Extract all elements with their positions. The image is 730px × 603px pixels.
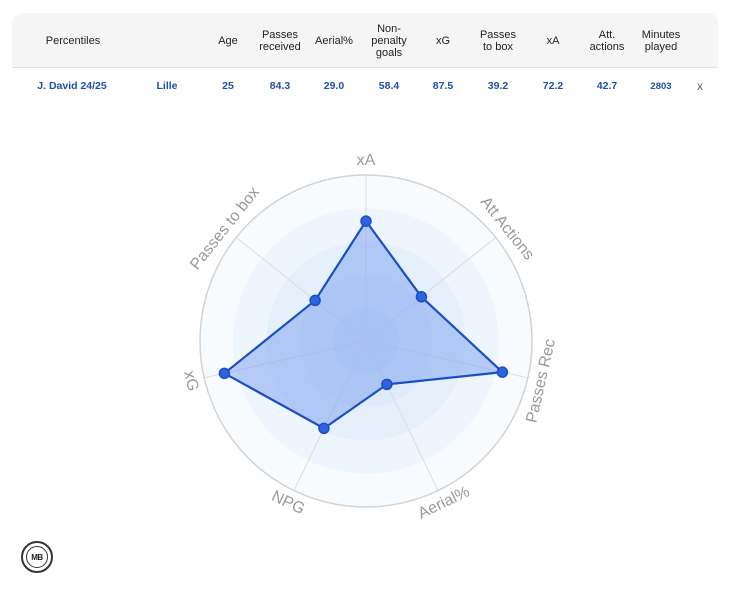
radar-point-passes-rec: [496, 366, 509, 378]
header-minutes: Minutes played: [641, 28, 681, 53]
mb-logo-text: MB: [26, 546, 48, 568]
radar-spoke: [235, 237, 367, 342]
cell-minutes: 2803: [650, 80, 672, 92]
radar-spokes: [204, 175, 528, 491]
header-xg: xG: [435, 34, 451, 47]
cell-aerial: 29.0: [323, 80, 345, 92]
cell-passes-to-box: 39.2: [487, 80, 509, 92]
radar-spoke: [365, 340, 439, 491]
header-age: Age: [218, 34, 238, 47]
header-xa: xA: [546, 34, 560, 47]
cell-xg: 87.5: [432, 80, 454, 92]
header-aerial: Aerial%: [315, 34, 353, 47]
cell-att-actions: 42.7: [596, 80, 618, 92]
radar-spoke: [204, 340, 367, 379]
table-row: J. David 24/25 Lille 25 84.3 29.0 58.4 8…: [12, 68, 718, 104]
radar-point-aerial-: [381, 378, 393, 391]
table-header: Percentiles Age Passes received Aerial% …: [12, 13, 718, 68]
header-percentiles: Percentiles: [45, 34, 101, 47]
cell-player: J. David 24/25: [37, 80, 107, 92]
cell-xa: 72.2: [542, 80, 564, 92]
radar-point-passes-to-box: [309, 294, 321, 307]
percentiles-table: Percentiles Age Passes received Aerial% …: [12, 13, 718, 104]
mb-logo: MB: [21, 541, 53, 573]
radar-point-npg: [318, 422, 330, 435]
radar-axis-label: xG: [180, 369, 201, 393]
header-passes-received: Passes received: [259, 28, 301, 53]
header-att-actions: Att. actions: [589, 28, 625, 53]
radar-point-xa: [360, 215, 372, 227]
radar-series-area: [223, 220, 504, 430]
radar-spoke: [293, 340, 367, 491]
header-passes-to-box: Passes to box: [479, 28, 517, 53]
radar-point-xg: [218, 367, 231, 380]
header-npg: Non- penalty goals: [371, 22, 407, 59]
remove-row-button[interactable]: x: [697, 79, 703, 93]
cell-team: Lille: [156, 80, 178, 92]
cell-npg: 58.4: [378, 80, 400, 92]
radar-point-att-actions: [415, 291, 428, 303]
cell-passes-received: 84.3: [269, 80, 291, 92]
cell-age: 25: [222, 80, 234, 92]
radar-series: [218, 215, 509, 435]
radar-axis-label: xA: [357, 152, 376, 169]
radar-spoke: [365, 237, 497, 342]
